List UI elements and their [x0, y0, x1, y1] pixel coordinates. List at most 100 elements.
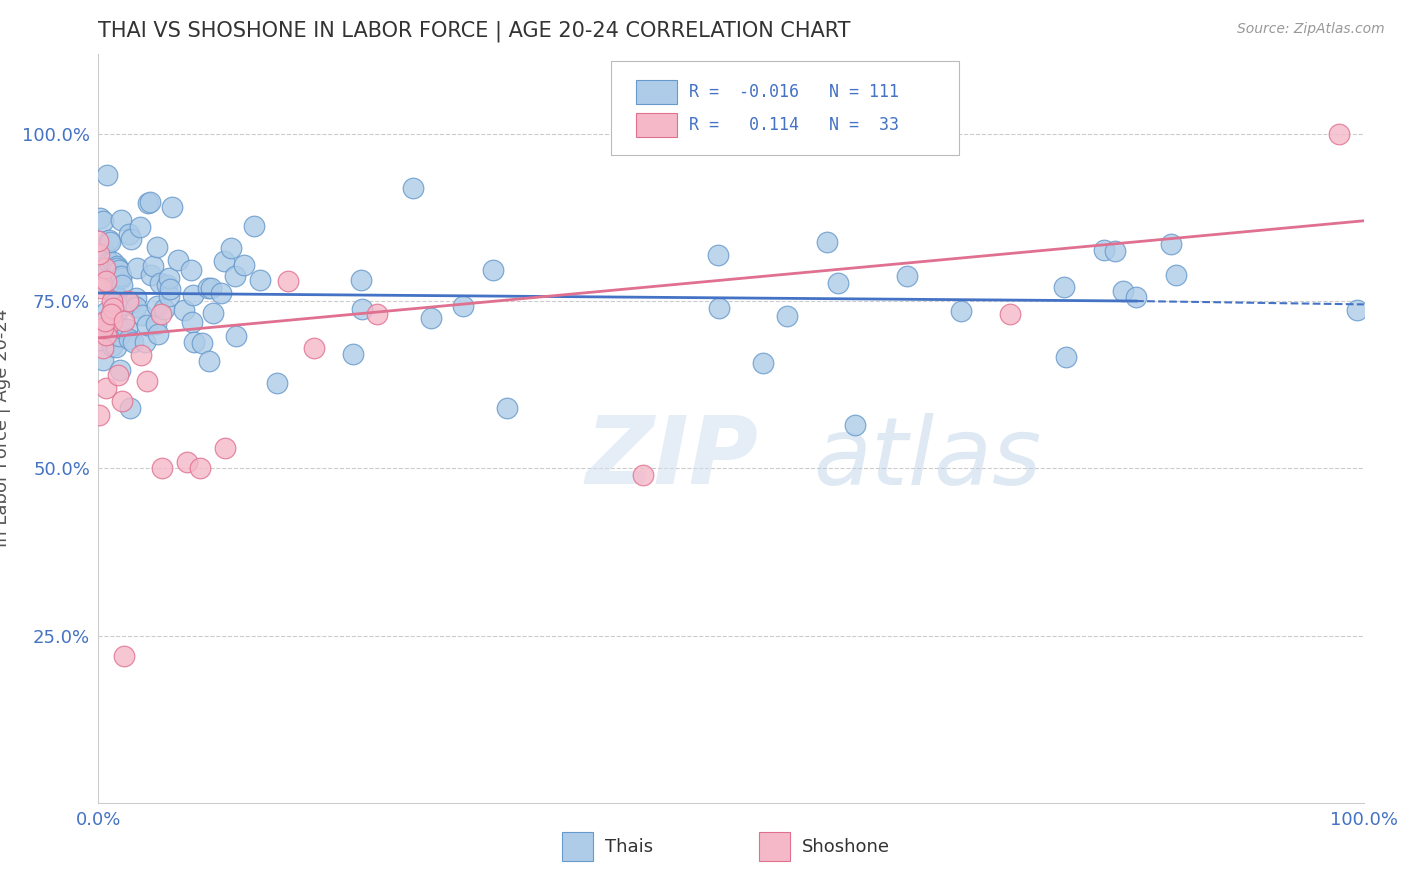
Point	[117, 294, 139, 309]
Point	[120, 401, 142, 416]
Point	[90, 281, 112, 295]
Point	[131, 348, 153, 362]
FancyBboxPatch shape	[610, 61, 959, 154]
Point	[120, 231, 142, 245]
Point	[150, 308, 173, 322]
Bar	[636, 113, 676, 137]
Point	[232, 258, 254, 272]
Point	[1346, 302, 1368, 317]
Point	[197, 281, 219, 295]
Text: atlas: atlas	[813, 413, 1042, 504]
Point	[209, 285, 232, 300]
Point	[844, 417, 866, 432]
Point	[108, 363, 131, 377]
Point	[366, 308, 388, 322]
Point	[212, 254, 235, 268]
Point	[149, 276, 172, 290]
Point	[998, 308, 1021, 322]
Point	[110, 320, 132, 334]
Point	[200, 281, 222, 295]
Point	[105, 261, 128, 276]
Point	[89, 211, 111, 226]
Point	[90, 263, 112, 277]
Point	[97, 318, 120, 333]
Point	[1112, 284, 1135, 298]
Point	[128, 219, 150, 234]
Point	[145, 317, 167, 331]
Point	[103, 255, 125, 269]
Point	[101, 294, 124, 309]
Point	[118, 332, 141, 346]
Point	[105, 340, 128, 354]
Point	[949, 304, 972, 318]
Point	[94, 318, 117, 332]
Point	[91, 341, 114, 355]
Point	[127, 260, 149, 275]
Point	[110, 271, 132, 285]
Point	[146, 240, 169, 254]
Point	[93, 314, 115, 328]
Point	[827, 276, 849, 290]
Point	[89, 408, 111, 422]
Point	[105, 288, 128, 302]
Point	[117, 322, 139, 336]
Point	[225, 328, 247, 343]
Point	[451, 299, 474, 313]
Point	[631, 468, 654, 483]
Point	[266, 376, 288, 391]
Point	[125, 291, 148, 305]
Point	[815, 235, 838, 249]
Point	[97, 255, 120, 269]
Point	[135, 318, 157, 332]
Point	[87, 234, 110, 248]
Text: Shoshone: Shoshone	[801, 838, 890, 855]
Point	[1104, 244, 1126, 259]
Point	[160, 200, 183, 214]
Point	[97, 233, 120, 247]
Y-axis label: In Labor Force | Age 20-24: In Labor Force | Age 20-24	[0, 309, 11, 548]
Point	[776, 309, 799, 323]
Point	[94, 260, 117, 275]
Point	[97, 262, 120, 277]
Point	[153, 301, 176, 316]
Point	[1164, 268, 1187, 282]
Text: THAI VS SHOSHONE IN LABOR FORCE | AGE 20-24 CORRELATION CHART: THAI VS SHOSHONE IN LABOR FORCE | AGE 20…	[98, 21, 851, 42]
Point	[176, 455, 198, 469]
Point	[1092, 244, 1115, 258]
Point	[94, 247, 117, 261]
Point	[896, 268, 918, 283]
Point	[121, 334, 143, 349]
Point	[135, 375, 157, 389]
Point	[94, 304, 117, 318]
Point	[1125, 290, 1147, 304]
Point	[142, 259, 165, 273]
Point	[120, 296, 142, 310]
Point	[150, 461, 173, 475]
Point	[110, 213, 132, 227]
Point	[139, 268, 162, 282]
Point	[219, 241, 242, 255]
Point	[1160, 237, 1182, 252]
Point	[91, 352, 114, 367]
Point	[89, 333, 111, 347]
Point	[108, 263, 131, 277]
Point	[94, 277, 117, 292]
Point	[111, 278, 134, 293]
Point	[104, 309, 127, 323]
Point	[157, 289, 180, 303]
Point	[139, 195, 162, 210]
Point	[146, 300, 169, 314]
Point	[249, 273, 271, 287]
Point	[752, 355, 775, 369]
Point	[224, 268, 246, 283]
Point	[157, 271, 180, 285]
Point	[112, 298, 135, 312]
Point	[191, 335, 214, 350]
Point	[419, 311, 441, 326]
Point	[111, 394, 134, 409]
Point	[138, 196, 160, 211]
Point	[104, 272, 127, 286]
Text: Thais: Thais	[605, 838, 652, 855]
Point	[105, 259, 128, 273]
Point	[1327, 127, 1350, 141]
